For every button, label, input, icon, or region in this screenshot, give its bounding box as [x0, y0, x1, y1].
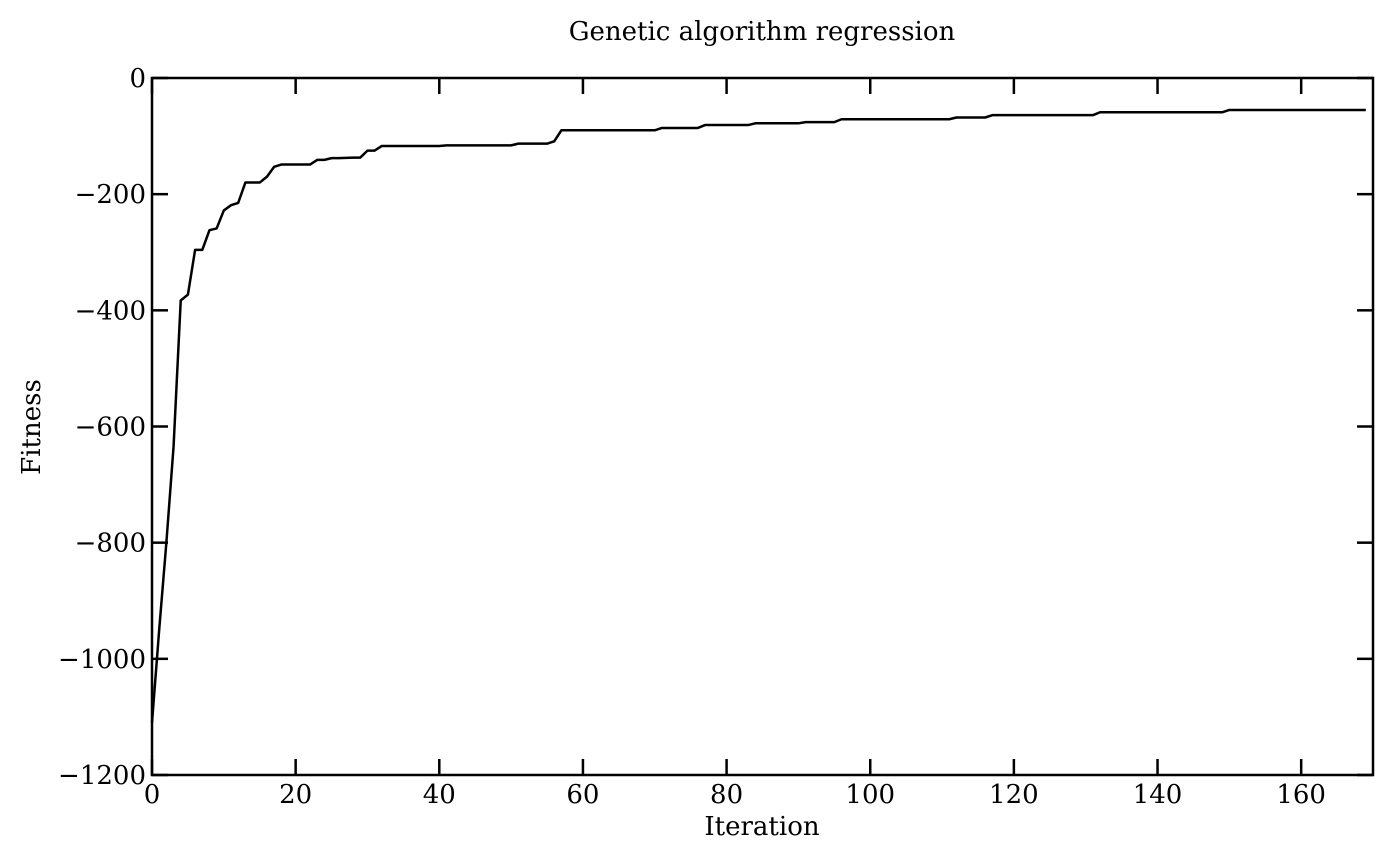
y-tick-label: −400: [75, 296, 146, 326]
axis-ticks: [150, 76, 1373, 777]
axis-tick-labels: 0 20 40 60 80 100 120 140 160 0 −200 −400 −600 −800 −1…: [58, 64, 1326, 810]
plot-frame: [150, 76, 1375, 777]
y-tick-label: −800: [75, 529, 146, 559]
x-tick-label: 60: [566, 780, 599, 810]
y-axis-label: Fitness: [17, 379, 47, 475]
x-tick-label: 0: [144, 780, 161, 810]
x-tick-label: 100: [845, 780, 895, 810]
y-tick-label: −1200: [58, 761, 146, 791]
x-tick-label: 160: [1276, 780, 1326, 810]
x-tick-label: 120: [989, 780, 1039, 810]
x-tick-label: 40: [423, 780, 456, 810]
x-tick-label: 80: [710, 780, 743, 810]
y-tick-label: −200: [75, 180, 146, 210]
y-tick-label: −1000: [58, 645, 146, 675]
y-tick-label: 0: [129, 64, 146, 94]
y-tick-label: −600: [75, 413, 146, 443]
x-tick-label: 140: [1133, 780, 1183, 810]
x-axis-label: Iteration: [704, 812, 819, 842]
chart-title: Genetic algorithm regression: [569, 17, 956, 47]
x-tick-label: 20: [279, 780, 312, 810]
fitness-series-line: [150, 108, 1366, 723]
